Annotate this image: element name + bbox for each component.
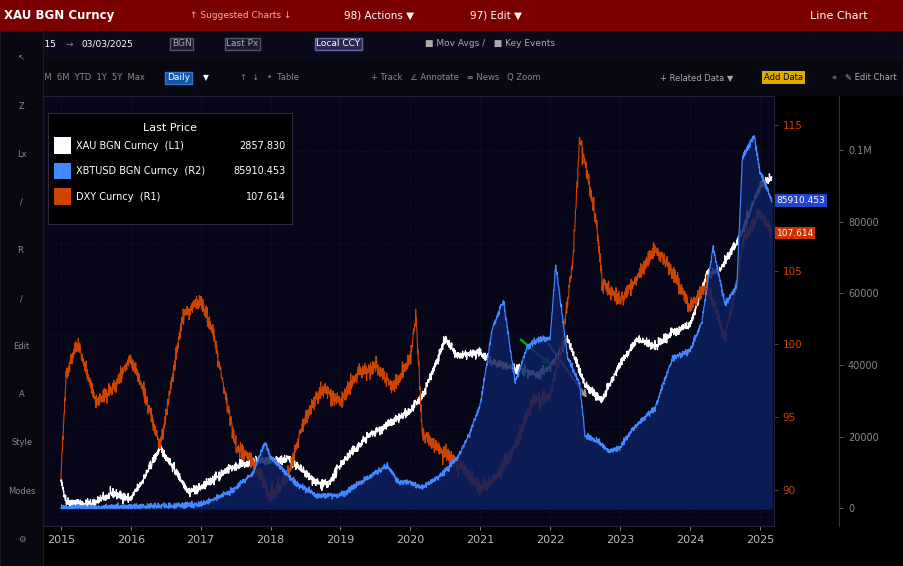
Text: ↑  ↓   •  Table: ↑ ↓ • Table [239, 74, 298, 82]
Text: 98) Actions ▼: 98) Actions ▼ [343, 11, 414, 20]
Text: XBTUSD BGN Curncy  (R2): XBTUSD BGN Curncy (R2) [76, 166, 205, 176]
Text: 85910.453: 85910.453 [233, 166, 285, 176]
Text: 2857.830: 2857.830 [239, 141, 285, 151]
Text: ⚙: ⚙ [18, 535, 25, 544]
Text: «   ✎ Edit Chart   ⚙: « ✎ Edit Chart ⚙ [831, 74, 903, 82]
Text: Modes: Modes [8, 487, 35, 496]
Text: 03/03/2015: 03/03/2015 [5, 40, 56, 48]
Bar [54, 163, 71, 179]
Text: Local CCY: Local CCY [316, 40, 360, 48]
Text: Line Chart: Line Chart [809, 11, 867, 20]
Text: 1D  3D  1M  6M  YTD  1Y  5Y  Max: 1D 3D 1M 6M YTD 1Y 5Y Max [5, 74, 144, 82]
Text: /: / [20, 294, 23, 303]
Text: 97) Edit ▼: 97) Edit ▼ [470, 11, 522, 20]
Text: Add Data: Add Data [763, 74, 802, 82]
Text: XAU BGN Curncy  (L1): XAU BGN Curncy (L1) [76, 141, 183, 151]
Text: /: / [20, 198, 23, 207]
Text: Daily: Daily [167, 74, 190, 82]
Text: XAU BGN Curncy: XAU BGN Curncy [4, 9, 114, 22]
Text: Last Price: Last Price [143, 123, 197, 133]
Text: ▼: ▼ [203, 74, 209, 82]
Text: 107.614: 107.614 [246, 191, 285, 201]
Text: 03/03/2025: 03/03/2025 [81, 40, 133, 48]
Text: R.: R. [17, 246, 26, 255]
Bar [54, 138, 71, 154]
Text: + Track   ∠ Annotate   ≡ News   Q Zoom: + Track ∠ Annotate ≡ News Q Zoom [370, 74, 539, 82]
Text: →: → [65, 40, 72, 48]
Text: + Related Data ▼: + Related Data ▼ [659, 74, 732, 82]
Text: ↑ Suggested Charts ↓: ↑ Suggested Charts ↓ [190, 11, 291, 20]
Text: A: A [19, 391, 24, 400]
Text: BGN: BGN [172, 40, 191, 48]
Text: 107.614: 107.614 [776, 229, 813, 238]
Text: DXY Curncy  (R1): DXY Curncy (R1) [76, 191, 160, 201]
Text: ■ Mov Avgs /   ■ Key Events: ■ Mov Avgs / ■ Key Events [424, 40, 554, 48]
Text: 2857.830: 2857.830 [0, 173, 41, 182]
Text: Z: Z [19, 101, 24, 110]
Text: Style: Style [11, 439, 33, 448]
Text: Edit: Edit [14, 342, 30, 351]
Text: Lx: Lx [17, 149, 26, 158]
Bar [54, 188, 71, 205]
Text: 85910.453: 85910.453 [776, 196, 824, 205]
Text: ↖: ↖ [18, 53, 25, 62]
Text: Last Px: Last Px [226, 40, 258, 48]
